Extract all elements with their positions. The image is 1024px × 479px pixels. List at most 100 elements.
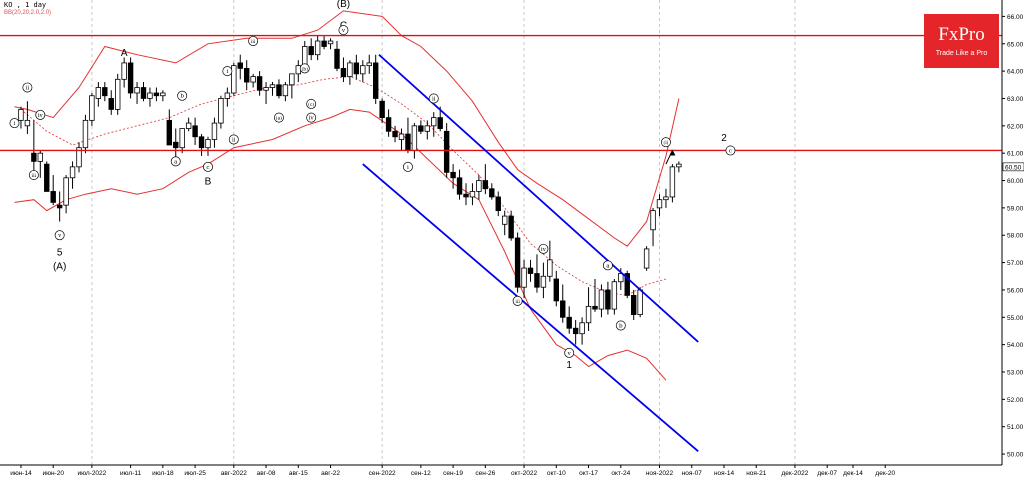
price-tick-label: 51.00: [1007, 424, 1024, 431]
candle-bearish: [508, 215, 514, 239]
candle-bullish: [643, 248, 650, 269]
wave-label-circle: [615, 320, 626, 331]
time-tick-label: окт-24: [611, 470, 630, 477]
time-tick-label: ноя-14: [714, 470, 735, 477]
wave-label-circle: [564, 347, 575, 358]
candle-bullish: [618, 273, 624, 283]
time-tick-label: июл-11: [120, 470, 141, 477]
wave-label-circle: [203, 161, 213, 172]
wave-label: ii: [232, 138, 236, 144]
time-tick-label: дек-2022: [782, 470, 809, 477]
candle-bullish: [37, 152, 43, 162]
candle-bullish: [115, 78, 121, 110]
time-tick-label: июн-20: [42, 470, 64, 477]
wave-label: (a): [276, 115, 283, 122]
candle-bearish: [450, 171, 456, 179]
candle-bearish: [276, 84, 282, 97]
logo-tagline: Trade Like a Pro: [935, 50, 988, 57]
wave-label: v: [567, 351, 572, 357]
wave-label-circle: [299, 63, 310, 74]
candle-bullish: [360, 65, 366, 75]
candle-bearish: [379, 100, 385, 119]
candle-bullish: [637, 289, 643, 315]
candle-bearish: [198, 136, 205, 149]
time-tick-label: авг-2022: [221, 470, 247, 477]
price-tick-label: 54.00: [1007, 342, 1024, 349]
time-tick-label: дек-07: [817, 470, 837, 477]
wave-label: A: [121, 48, 128, 59]
wave-label-circle: [306, 112, 317, 123]
wave-label-circle: [428, 93, 439, 104]
candle-bullish: [82, 119, 89, 149]
candle-bullish: [179, 128, 185, 149]
wave-label-circle: [725, 145, 736, 156]
candle-bearish: [56, 204, 63, 209]
wave-label: (A): [53, 261, 66, 272]
candle-bullish: [231, 65, 237, 94]
candle-bullish: [185, 122, 192, 129]
wave-label-circle: [602, 260, 613, 271]
candle-bullish: [579, 322, 585, 335]
candle-bullish: [134, 87, 140, 94]
candle-bearish: [140, 87, 147, 99]
price-tick-label: 65.00: [1007, 41, 1024, 48]
price-tick-label: 66.00: [1007, 14, 1024, 21]
candle-bearish: [321, 40, 327, 47]
time-tick-label: ноя-21: [746, 470, 767, 477]
candle-bearish: [572, 327, 579, 335]
wave-label: a: [174, 159, 178, 165]
price-tick-label: 61.00: [1007, 151, 1024, 158]
candles-layer: [18, 35, 682, 345]
candle-bearish: [31, 152, 37, 162]
candle-bearish: [443, 130, 450, 173]
candle-bullish: [63, 177, 69, 206]
time-tick-label: сен-12: [411, 470, 431, 477]
candle-bullish: [24, 119, 31, 127]
wave-label-circle: [338, 25, 349, 36]
candle-bearish: [173, 141, 179, 149]
channel-lower-line: [362, 163, 699, 453]
wave-label-circle: [9, 118, 20, 129]
wave-label-circle: [248, 36, 259, 46]
candle-bullish: [669, 166, 676, 198]
candle-bullish: [76, 147, 82, 168]
candle-bullish: [224, 92, 231, 99]
candle-bullish: [476, 180, 482, 192]
time-tick-label: дек-14: [843, 470, 863, 477]
candle-bullish: [205, 139, 211, 149]
time-tick-label: сен-26: [475, 470, 495, 477]
wave-label: 1: [566, 360, 572, 371]
bollinger-bands: [14, 10, 680, 381]
wave-label-circle: [306, 98, 317, 109]
time-tick-label: дек-20: [875, 470, 895, 477]
candle-bullish: [147, 92, 153, 99]
wave-label: i: [14, 121, 16, 127]
wave-label: ii: [432, 96, 436, 102]
candle-bullish: [501, 215, 508, 225]
candle-bullish: [69, 166, 76, 179]
candle-bearish: [495, 196, 501, 212]
candle-bearish: [392, 130, 398, 138]
candle-bearish: [592, 305, 598, 310]
wave-label: iv: [38, 113, 44, 119]
wave-label-circle: [222, 66, 233, 77]
candle-bullish: [263, 87, 269, 91]
candle-bearish: [534, 273, 540, 288]
candle-bearish: [50, 191, 56, 203]
time-tick-label: авг-22: [321, 470, 340, 477]
candle-bearish: [353, 62, 360, 75]
price-tick-label: 58.00: [1007, 233, 1024, 240]
wave-label: 5: [57, 248, 63, 259]
candle-bullish: [18, 109, 24, 121]
candle-bearish: [560, 300, 566, 318]
candle-bearish: [334, 48, 340, 69]
price-tick-label: 59.00: [1007, 205, 1024, 212]
price-tick-label: 60.00: [1007, 178, 1024, 185]
candle-bullish: [663, 196, 669, 201]
wave-label-circle: [661, 137, 671, 148]
wave-label-circle: [28, 170, 39, 181]
candle-bearish: [340, 67, 347, 77]
candle-bullish: [598, 289, 605, 310]
candle-bullish: [431, 117, 437, 127]
